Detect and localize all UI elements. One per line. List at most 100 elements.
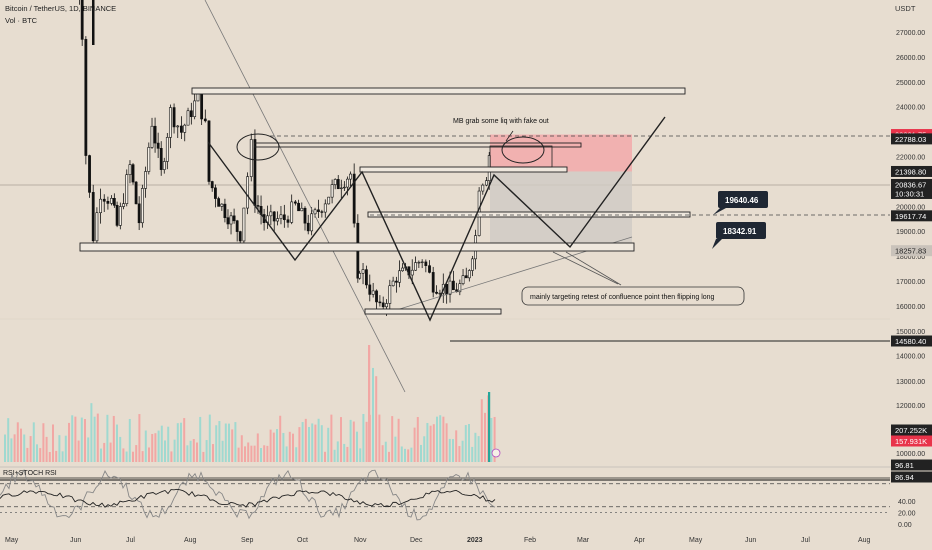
volume-bar <box>458 446 461 462</box>
y-tick-label: 16000.00 <box>896 304 925 311</box>
level-badge <box>891 178 932 190</box>
volume-bar <box>151 433 154 462</box>
candle <box>320 211 324 213</box>
candle <box>232 215 236 222</box>
candle <box>246 176 249 209</box>
candle <box>391 280 395 287</box>
volume-bar <box>372 367 374 462</box>
volume-bar <box>250 445 253 462</box>
candle <box>110 198 113 204</box>
y-tick-label: 19000.00 <box>896 229 925 236</box>
candle <box>217 198 221 207</box>
volume-bar <box>208 414 211 462</box>
volume-bar <box>183 418 186 462</box>
symbol-title: Bitcoin / TetherUS, 1D, BINANCE <box>5 4 116 13</box>
candle <box>128 164 132 176</box>
candle <box>395 280 398 283</box>
volume-bar <box>240 435 243 462</box>
volume-bar <box>93 416 96 462</box>
arrow <box>505 130 514 142</box>
x-tick-label: Aug <box>184 537 197 544</box>
lightning-icon <box>491 448 501 458</box>
volume-bar <box>189 440 192 462</box>
volume-bar <box>212 444 214 462</box>
volume-bar <box>295 447 298 462</box>
volume-bar <box>365 421 368 462</box>
volume-bar <box>362 413 365 462</box>
candle <box>279 214 283 219</box>
candle <box>162 161 166 170</box>
candle <box>92 0 95 45</box>
volume-bar <box>256 433 259 462</box>
volume-bar <box>48 451 51 462</box>
candle <box>458 283 462 293</box>
candle <box>297 202 300 212</box>
candle <box>481 184 485 192</box>
volume-bar <box>298 427 301 462</box>
candle <box>235 220 239 232</box>
candle <box>269 211 273 217</box>
level-badge <box>891 424 932 436</box>
candle <box>140 188 144 224</box>
currency-label: USDT <box>895 4 916 13</box>
volume-bar <box>106 414 109 462</box>
candle <box>253 139 257 206</box>
candle <box>88 155 91 193</box>
volume-bar <box>215 425 218 462</box>
candle <box>358 272 362 279</box>
candle <box>352 173 356 224</box>
candle <box>150 125 154 148</box>
candle <box>346 178 349 188</box>
candle <box>84 39 88 156</box>
candle <box>306 222 310 232</box>
volume-bar <box>10 438 13 462</box>
candle <box>333 179 337 185</box>
volume-bar <box>397 418 400 462</box>
volume-bar <box>320 425 323 462</box>
volume-bar <box>100 448 102 462</box>
candle <box>448 280 452 295</box>
volume-bar <box>308 426 310 462</box>
volume-bar <box>167 426 170 462</box>
level-badge-label: 22788.03 <box>895 135 926 144</box>
candle <box>381 302 385 308</box>
x-tick-label: Mar <box>577 537 590 544</box>
candle <box>203 118 207 122</box>
volume-bar <box>109 442 112 462</box>
volume-bar <box>176 423 179 462</box>
volume-bar <box>317 418 320 462</box>
candle <box>176 125 180 128</box>
candle <box>464 275 468 279</box>
volume-bar <box>432 424 435 462</box>
x-tick-label: Jun <box>745 537 756 544</box>
level-box <box>191 87 686 95</box>
candle <box>210 181 214 189</box>
candle <box>342 186 346 189</box>
arrow <box>565 251 622 286</box>
volume-bar <box>279 415 282 462</box>
volume-bar <box>119 436 122 462</box>
candle <box>183 124 187 133</box>
volume-bar <box>260 448 262 462</box>
volume-bar <box>180 422 182 462</box>
annotation-box <box>521 286 745 306</box>
level-badge <box>891 335 932 347</box>
volume-bar <box>301 422 304 462</box>
volume-tick-label: 12000.00 <box>896 403 925 410</box>
y-tick-label: 18000.00 <box>896 254 925 261</box>
candle <box>189 110 193 118</box>
candle <box>485 180 488 186</box>
volume-bar <box>247 442 250 462</box>
candle <box>461 275 465 285</box>
candle <box>470 258 474 271</box>
x-tick-label: Oct <box>297 537 308 544</box>
volume-bar <box>471 446 474 462</box>
volume-bar <box>394 436 397 462</box>
candle <box>323 203 327 213</box>
volume-bar <box>407 449 410 462</box>
volume-bar <box>128 418 131 462</box>
volume-bar <box>455 430 458 462</box>
stop-zone <box>490 134 632 172</box>
candle <box>388 285 392 304</box>
